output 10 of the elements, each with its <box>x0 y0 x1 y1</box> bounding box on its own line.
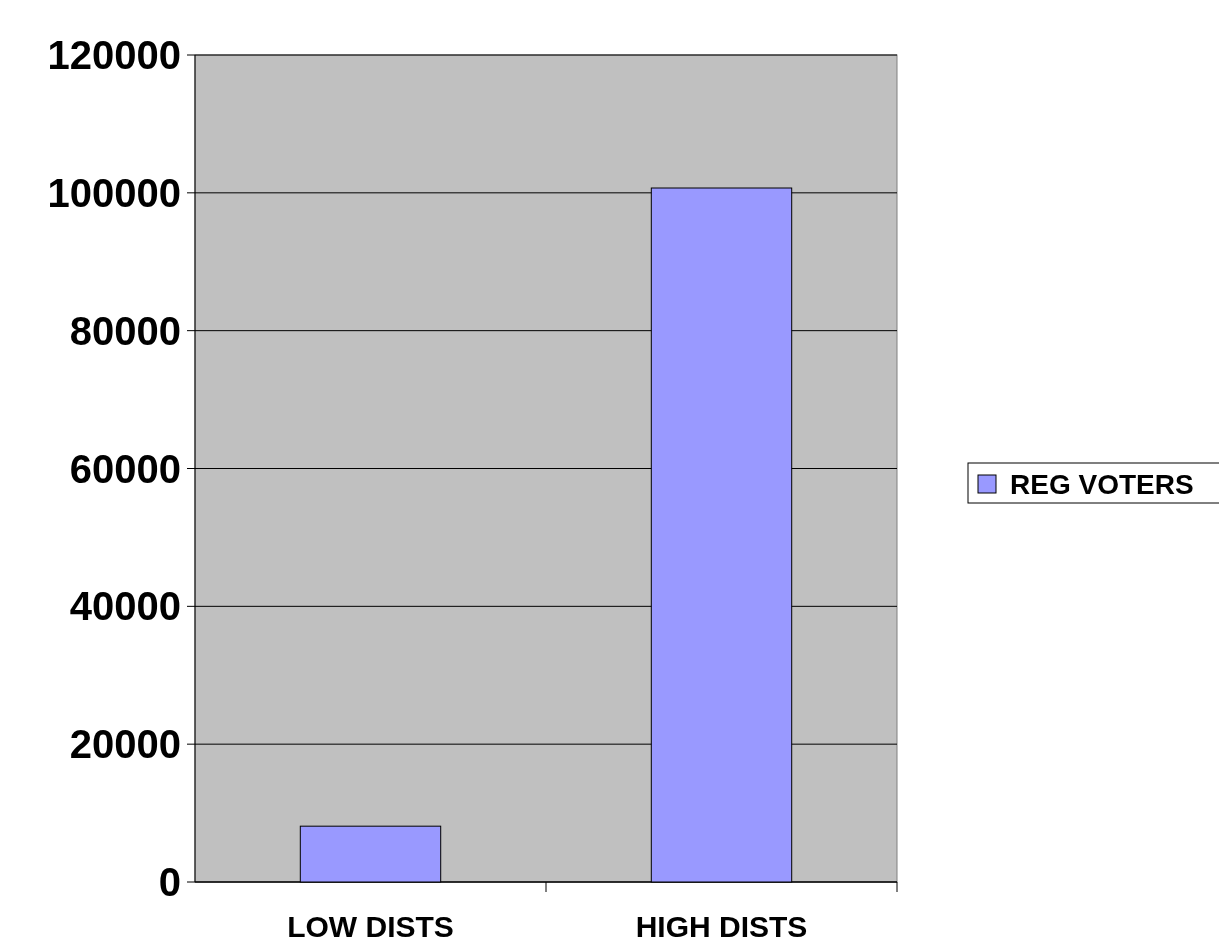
y-tick-label: 40000 <box>69 584 181 629</box>
y-tick-label: 120000 <box>47 33 181 77</box>
x-tick-label: HIGH DISTS <box>635 910 808 941</box>
y-tick-label: 80000 <box>69 308 181 353</box>
y-tick-label: 60000 <box>69 446 181 491</box>
x-tick-label: LOW DISTS <box>287 910 454 941</box>
y-tick-label: 0 <box>158 860 181 904</box>
legend-label: REG VOTERS <box>1010 468 1194 500</box>
y-tick-label: 20000 <box>69 722 181 767</box>
y-tick-label: 100000 <box>47 170 181 215</box>
